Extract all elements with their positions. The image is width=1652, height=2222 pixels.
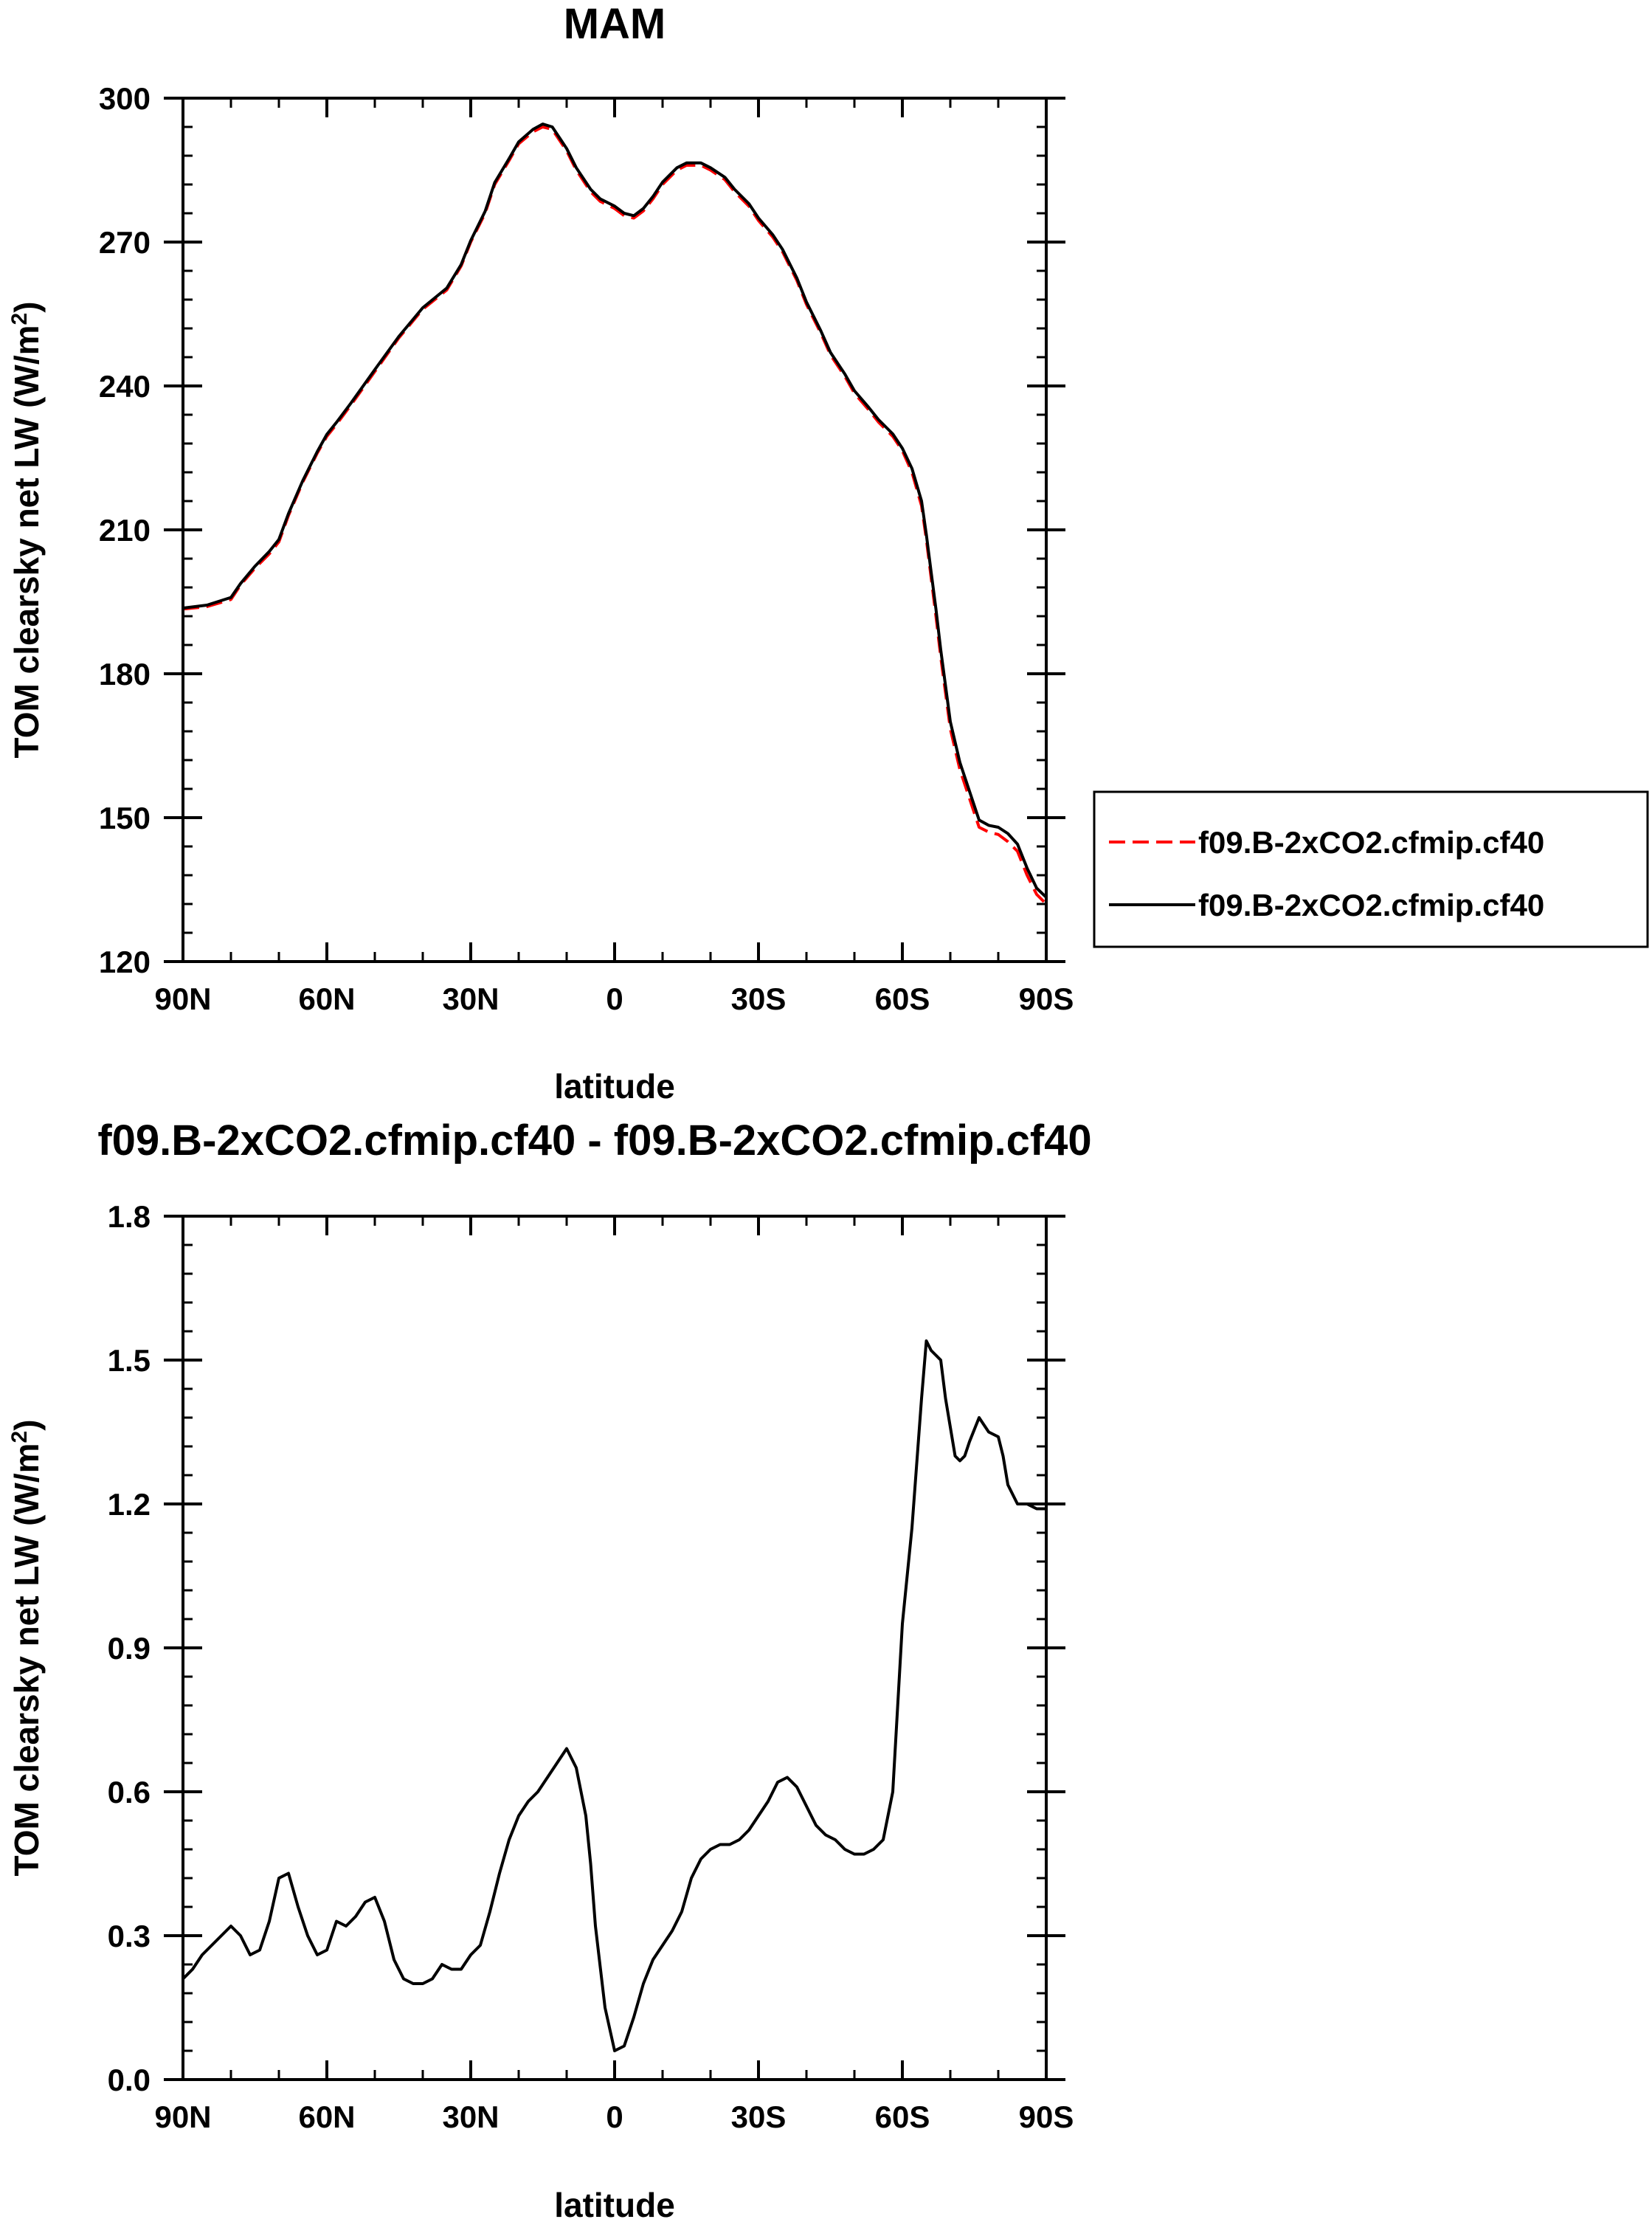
top-y-tick-label: 210 [99,513,151,548]
legend: f09.B-2xCO2.cfmip.cf40 f09.B-2xCO2.cfmip… [1093,790,1649,948]
bottom-plot-frame [182,1215,1048,2081]
bottom-y-tick-label: 0.3 [108,1919,151,1953]
bottom-y-tick-label: 1.8 [108,1199,151,1234]
top-x-tick-label: 90S [1019,981,1074,1016]
top-y-tick-label: 180 [99,657,151,691]
top-x-tick-label: 0 [606,981,623,1016]
top-x-tick-label: 60S [875,981,930,1016]
top-y-tick-label: 120 [99,945,151,979]
bottom-y-tick-label: 0.0 [108,2063,151,2097]
legend-box [1093,790,1649,948]
bottom-x-tick-label: 30S [731,2099,787,2134]
legend-label-1: f09.B-2xCO2.cfmip.cf40 [1198,888,1544,922]
top-x-tick-label: 30S [731,981,787,1016]
bottom-ticks: 90N 60N 30N 0 30S 60S 90S 0.0 0.3 0.6 0.9 1.2 1.5 1.8 [108,1199,1074,2134]
bottom-y-tick-label: 1.5 [108,1343,151,1378]
top-series-line-0 [182,125,1048,905]
bottom-y-axis-title: TOM clearsky net LW (W/m2) [7,1419,46,1876]
bottom-x-tick-label: 90N [154,2099,211,2134]
bottom-x-tick-label: 0 [606,2099,623,2134]
bottom-y-tick-label: 0.9 [108,1631,151,1666]
top-y-axis-title: TOM clearsky net LW (W/m2) [7,301,46,758]
top-series [182,123,1048,905]
bottom-x-tick-label: 30N [442,2099,499,2134]
bottom-series [182,1339,1046,2052]
bottom-x-tick-label: 60N [298,2099,355,2134]
bottom-x-tick-label: 90S [1019,2099,1074,2134]
bottom-x-axis-title: latitude [554,2186,675,2222]
bottom-y-tick-label: 1.2 [108,1487,151,1522]
bottom-chart-title: f09.B-2xCO2.cfmip.cf40 - f09.B-2xCO2.cfm… [97,1117,1091,1165]
top-y-tick-label: 270 [99,225,151,260]
top-y-tick-label: 150 [99,801,151,835]
top-y-tick-label: 240 [99,369,151,404]
top-x-tick-label: 90N [154,981,211,1016]
bottom-panel: f09.B-2xCO2.cfmip.cf40 - f09.B-2xCO2.cfm… [7,1117,1092,2222]
top-plot-frame [182,97,1048,963]
top-x-axis-title: latitude [554,1067,675,1105]
bottom-x-tick-label: 60S [875,2099,930,2134]
bottom-series-line-0 [182,1339,1046,2052]
top-panel: MAM TOM clearsky net LW (W/m2) latitude … [7,0,1074,1105]
top-series-line-1 [182,123,1048,899]
top-chart-title: MAM [564,0,666,48]
top-x-tick-label: 60N [298,981,355,1016]
bottom-y-tick-label: 0.6 [108,1775,151,1809]
top-x-tick-label: 30N [442,981,499,1016]
top-y-tick-label: 300 [99,81,151,116]
top-ticks: 90N 60N 30N 0 30S 60S 90S 120 150 180 210 240 270 300 [99,81,1074,1016]
legend-label-0: f09.B-2xCO2.cfmip.cf40 [1198,825,1544,860]
